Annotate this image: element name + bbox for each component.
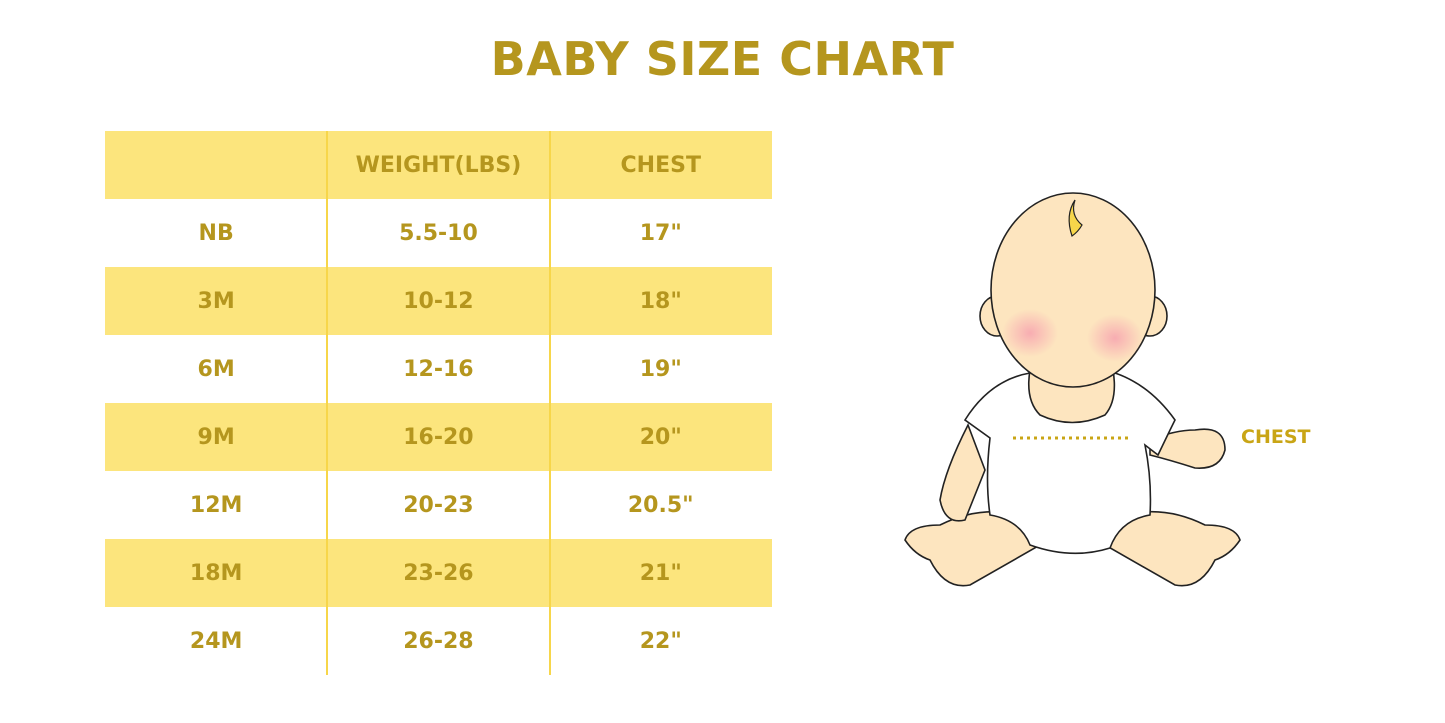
table-cell: 16-20 xyxy=(403,424,474,450)
table-cell: 21" xyxy=(639,560,682,586)
chest-label: CHEST xyxy=(1241,426,1311,448)
table-row: 24M 26-28 22" xyxy=(105,607,772,675)
table-cell: 24M xyxy=(189,628,243,654)
table-row: 9M 16-20 20" xyxy=(105,403,772,471)
table-cell: 3M xyxy=(197,288,235,314)
table-cell: 18M xyxy=(189,560,243,586)
table-cell: 26-28 xyxy=(403,628,474,654)
column-divider xyxy=(326,131,328,675)
table-cell: 18" xyxy=(639,288,682,314)
table-cell: 9M xyxy=(197,424,235,450)
table-row: 3M 10-12 18" xyxy=(105,267,772,335)
table-row: NB 5.5-10 17" xyxy=(105,199,772,267)
table-cell: 20-23 xyxy=(403,492,474,518)
table-cell: 23-26 xyxy=(403,560,474,586)
table-cell: 19" xyxy=(639,356,682,382)
table-cell: 10-12 xyxy=(403,288,474,314)
table-cell: 12-16 xyxy=(403,356,474,382)
column-divider xyxy=(549,131,551,675)
page-title: BABY SIZE CHART xyxy=(490,32,955,86)
table-row: 18M 23-26 21" xyxy=(105,539,772,607)
table-cell: 5.5-10 xyxy=(399,220,478,246)
table-cell: 20" xyxy=(639,424,682,450)
size-table: WEIGHT(LBS) CHEST NB 5.5-10 17" 3M 10-12 18" 6M 1… xyxy=(105,131,772,675)
table-cell: 20.5" xyxy=(627,492,694,518)
table-cell: 12M xyxy=(189,492,243,518)
table-cell: WEIGHT(LBS) xyxy=(355,152,522,178)
table-cell: CHEST xyxy=(620,152,701,178)
table-cell: 22" xyxy=(639,628,682,654)
table-row: 12M 20-23 20.5" xyxy=(105,471,772,539)
table-header-row: WEIGHT(LBS) CHEST xyxy=(105,131,772,199)
table-row: 6M 12-16 19" xyxy=(105,335,772,403)
table-cell: NB xyxy=(198,220,234,246)
table-cell: 6M xyxy=(197,356,235,382)
table-cell: 17" xyxy=(639,220,682,246)
hair-curl xyxy=(1068,199,1083,237)
